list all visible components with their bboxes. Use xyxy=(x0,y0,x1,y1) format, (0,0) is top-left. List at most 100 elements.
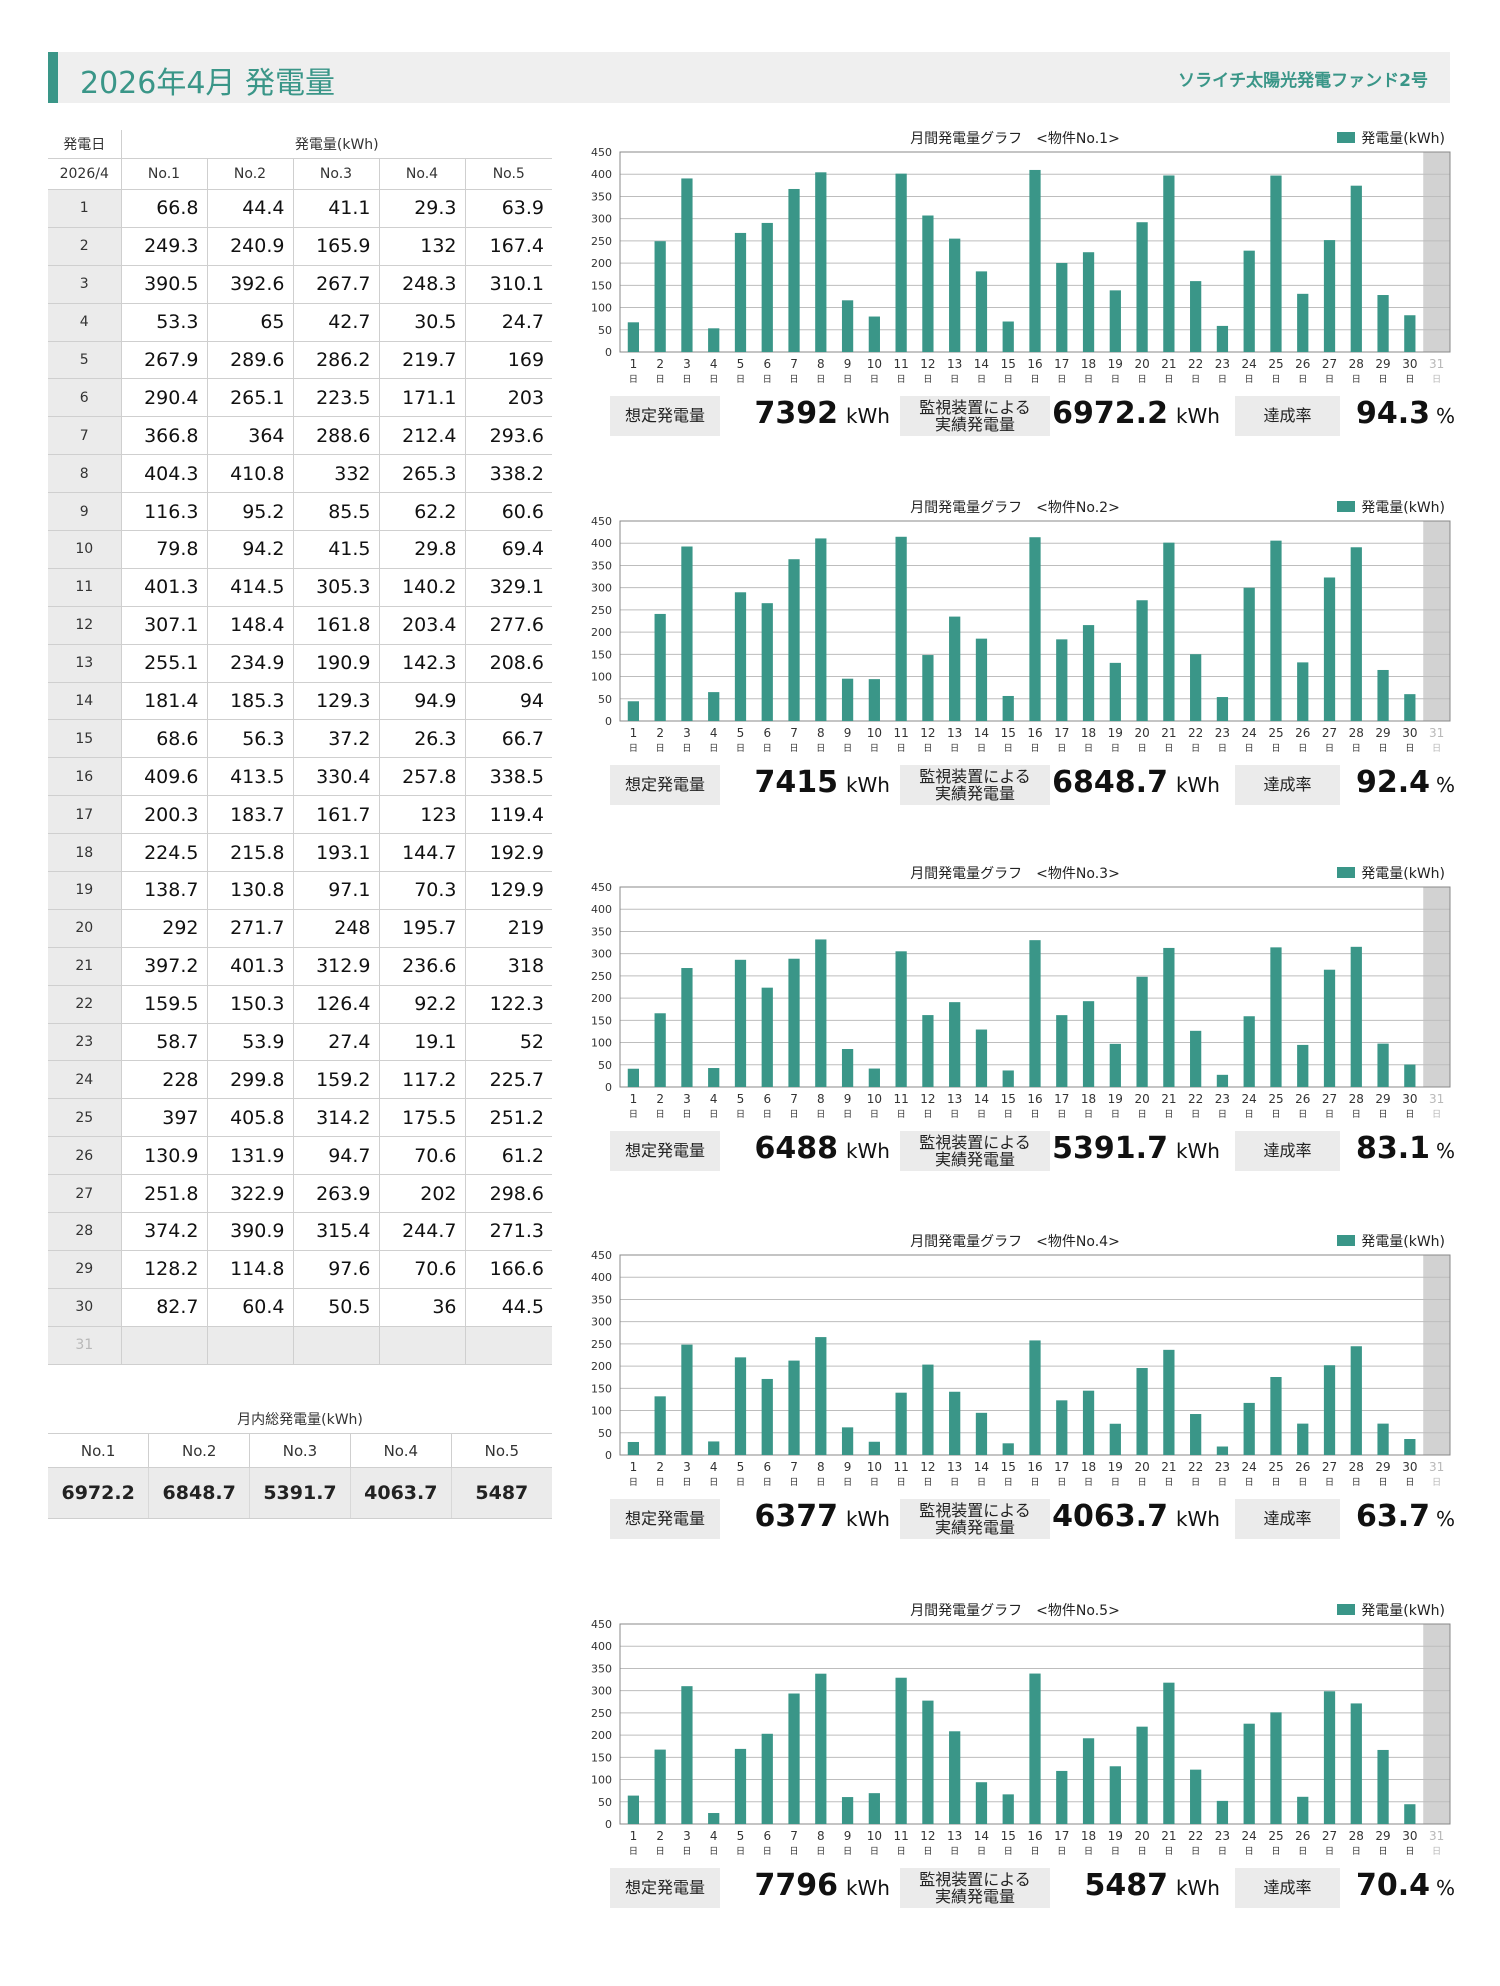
x-tick-suffix: 日 xyxy=(923,743,932,754)
value-cell: 60.4 xyxy=(207,1288,294,1327)
value-cell: 26.3 xyxy=(379,719,466,759)
value-cell: 41.5 xyxy=(293,530,380,569)
no-data-band xyxy=(1423,1255,1450,1455)
x-tick-label: 11 xyxy=(893,1829,908,1843)
actual-value: 4063.7 kWh xyxy=(1050,1499,1220,1539)
day-cell: 28 xyxy=(48,1212,122,1251)
bar-day-3 xyxy=(681,546,693,721)
total-value: 6972.2 xyxy=(48,1467,150,1519)
x-tick-suffix: 日 xyxy=(1084,1477,1093,1488)
value-cell xyxy=(293,1326,380,1365)
value-cell: 29.3 xyxy=(379,189,466,228)
bar-day-27 xyxy=(1323,577,1336,721)
chart-stats: 想定発電量 7415 kWh 監視装置による 実績発電量 6848.7 kWh 達成率 92.4… xyxy=(610,765,1455,805)
bar-day-4 xyxy=(708,1441,720,1455)
x-tick-label: 25 xyxy=(1268,1829,1283,1843)
x-tick-label: 3 xyxy=(683,1460,691,1474)
x-tick-suffix: 日 xyxy=(1271,374,1280,385)
y-tick-label: 250 xyxy=(591,970,612,983)
x-tick-label: 24 xyxy=(1242,357,1257,371)
total-plant-label: No.3 xyxy=(249,1434,351,1468)
bar-day-16 xyxy=(1029,940,1041,1087)
value-cell: 53.3 xyxy=(121,303,208,342)
x-tick-label: 31 xyxy=(1429,1460,1444,1474)
bar-day-23 xyxy=(1216,697,1229,721)
value-cell: 390.5 xyxy=(121,265,208,304)
x-tick-suffix: 日 xyxy=(977,743,986,754)
bar-chart: 0 50 100 150 200 250 300 350 400 450 1 日 2 日 3 日 4 日 5 日 6 日 7… xyxy=(591,1249,1451,1488)
value-cell: 338.2 xyxy=(465,454,553,494)
bar-day-12 xyxy=(922,655,934,721)
bar-day-17 xyxy=(1056,1015,1068,1087)
x-tick-suffix: 日 xyxy=(656,1477,665,1488)
y-tick-label: 350 xyxy=(591,925,612,938)
x-tick-suffix: 日 xyxy=(682,743,691,754)
table-row: 7 366.8 364 288.6 212.4 293.6 xyxy=(48,416,553,456)
x-tick-label: 27 xyxy=(1322,1092,1337,1106)
x-tick-suffix: 日 xyxy=(1111,374,1120,385)
bar-day-20 xyxy=(1136,976,1148,1087)
y-tick-label: 0 xyxy=(605,1081,612,1094)
value-cell: 41.1 xyxy=(293,189,380,228)
value-cell: 330.4 xyxy=(293,757,380,797)
day-cell: 17 xyxy=(48,795,122,835)
bar-day-19 xyxy=(1109,662,1121,721)
x-tick-suffix: 日 xyxy=(1352,743,1361,754)
x-tick-suffix: 日 xyxy=(1379,1477,1388,1488)
x-tick-suffix: 日 xyxy=(1405,374,1414,385)
bar-day-15 xyxy=(1002,1070,1014,1087)
x-tick-suffix: 日 xyxy=(923,1477,932,1488)
table-row: 21 397.2 401.3 312.9 236.6 318 xyxy=(48,947,553,986)
x-tick-label: 1 xyxy=(630,1460,638,1474)
x-tick-suffix: 日 xyxy=(1432,1109,1441,1120)
value-cell: 277.6 xyxy=(465,606,553,645)
table-row: 14 181.4 185.3 129.3 94.9 94 xyxy=(48,682,553,721)
x-tick-label: 9 xyxy=(844,1460,852,1474)
bar-day-1 xyxy=(627,701,640,721)
x-tick-label: 30 xyxy=(1402,726,1417,740)
bar-day-27 xyxy=(1323,969,1336,1087)
x-tick-suffix: 日 xyxy=(1379,743,1388,754)
value-cell: 123 xyxy=(379,795,466,835)
table-row: 15 68.6 56.3 37.2 26.3 66.7 xyxy=(48,719,553,759)
day-cell: 31 xyxy=(48,1326,122,1365)
actual-unit: kWh xyxy=(1175,1507,1220,1531)
x-tick-label: 21 xyxy=(1161,1829,1176,1843)
y-tick-label: 100 xyxy=(591,671,612,684)
x-tick-label: 13 xyxy=(947,1092,962,1106)
x-tick-suffix: 日 xyxy=(1271,743,1280,754)
table-row: 9 116.3 95.2 85.5 62.2 60.6 xyxy=(48,492,553,532)
rate-value: 94.3% xyxy=(1340,396,1455,436)
x-tick-label: 7 xyxy=(790,726,798,740)
x-tick-suffix: 日 xyxy=(656,1109,665,1120)
value-cell: 410.8 xyxy=(207,454,294,494)
total-value: 5391.7 xyxy=(249,1467,351,1519)
value-cell: 117.2 xyxy=(379,1060,466,1100)
actual-number: 4063.7 xyxy=(1052,1499,1168,1534)
value-cell: 215.8 xyxy=(207,833,294,873)
chart-legend: 発電量(kWh) xyxy=(1337,497,1445,517)
x-tick-suffix: 日 xyxy=(763,374,772,385)
x-tick-suffix: 日 xyxy=(1030,374,1039,385)
x-tick-suffix: 日 xyxy=(790,1846,799,1857)
x-tick-label: 6 xyxy=(763,726,771,740)
bar-day-22 xyxy=(1190,1030,1202,1087)
x-tick-suffix: 日 xyxy=(1245,1477,1254,1488)
x-tick-label: 5 xyxy=(737,1829,745,1843)
no-data-band xyxy=(1423,152,1450,352)
rate-unit: % xyxy=(1435,404,1455,428)
day-cell: 1 xyxy=(48,189,122,228)
x-tick-suffix: 日 xyxy=(816,1846,825,1857)
x-tick-suffix: 日 xyxy=(1298,374,1307,385)
x-tick-label: 29 xyxy=(1375,1092,1390,1106)
total-plant-label: No.4 xyxy=(350,1434,452,1468)
x-tick-label: 18 xyxy=(1081,1829,1096,1843)
expected-unit: kWh xyxy=(845,1876,890,1900)
actual-label-line2: 実績発電量 xyxy=(934,1518,1015,1537)
value-cell: 52 xyxy=(465,1023,553,1062)
value-cell: 130.9 xyxy=(121,1136,208,1176)
fund-name: ソライチ太陽光発電ファンド2号 xyxy=(1178,71,1428,91)
value-cell: 185.3 xyxy=(207,682,294,721)
x-tick-suffix: 日 xyxy=(1057,1109,1066,1120)
y-tick-label: 50 xyxy=(598,1059,612,1072)
